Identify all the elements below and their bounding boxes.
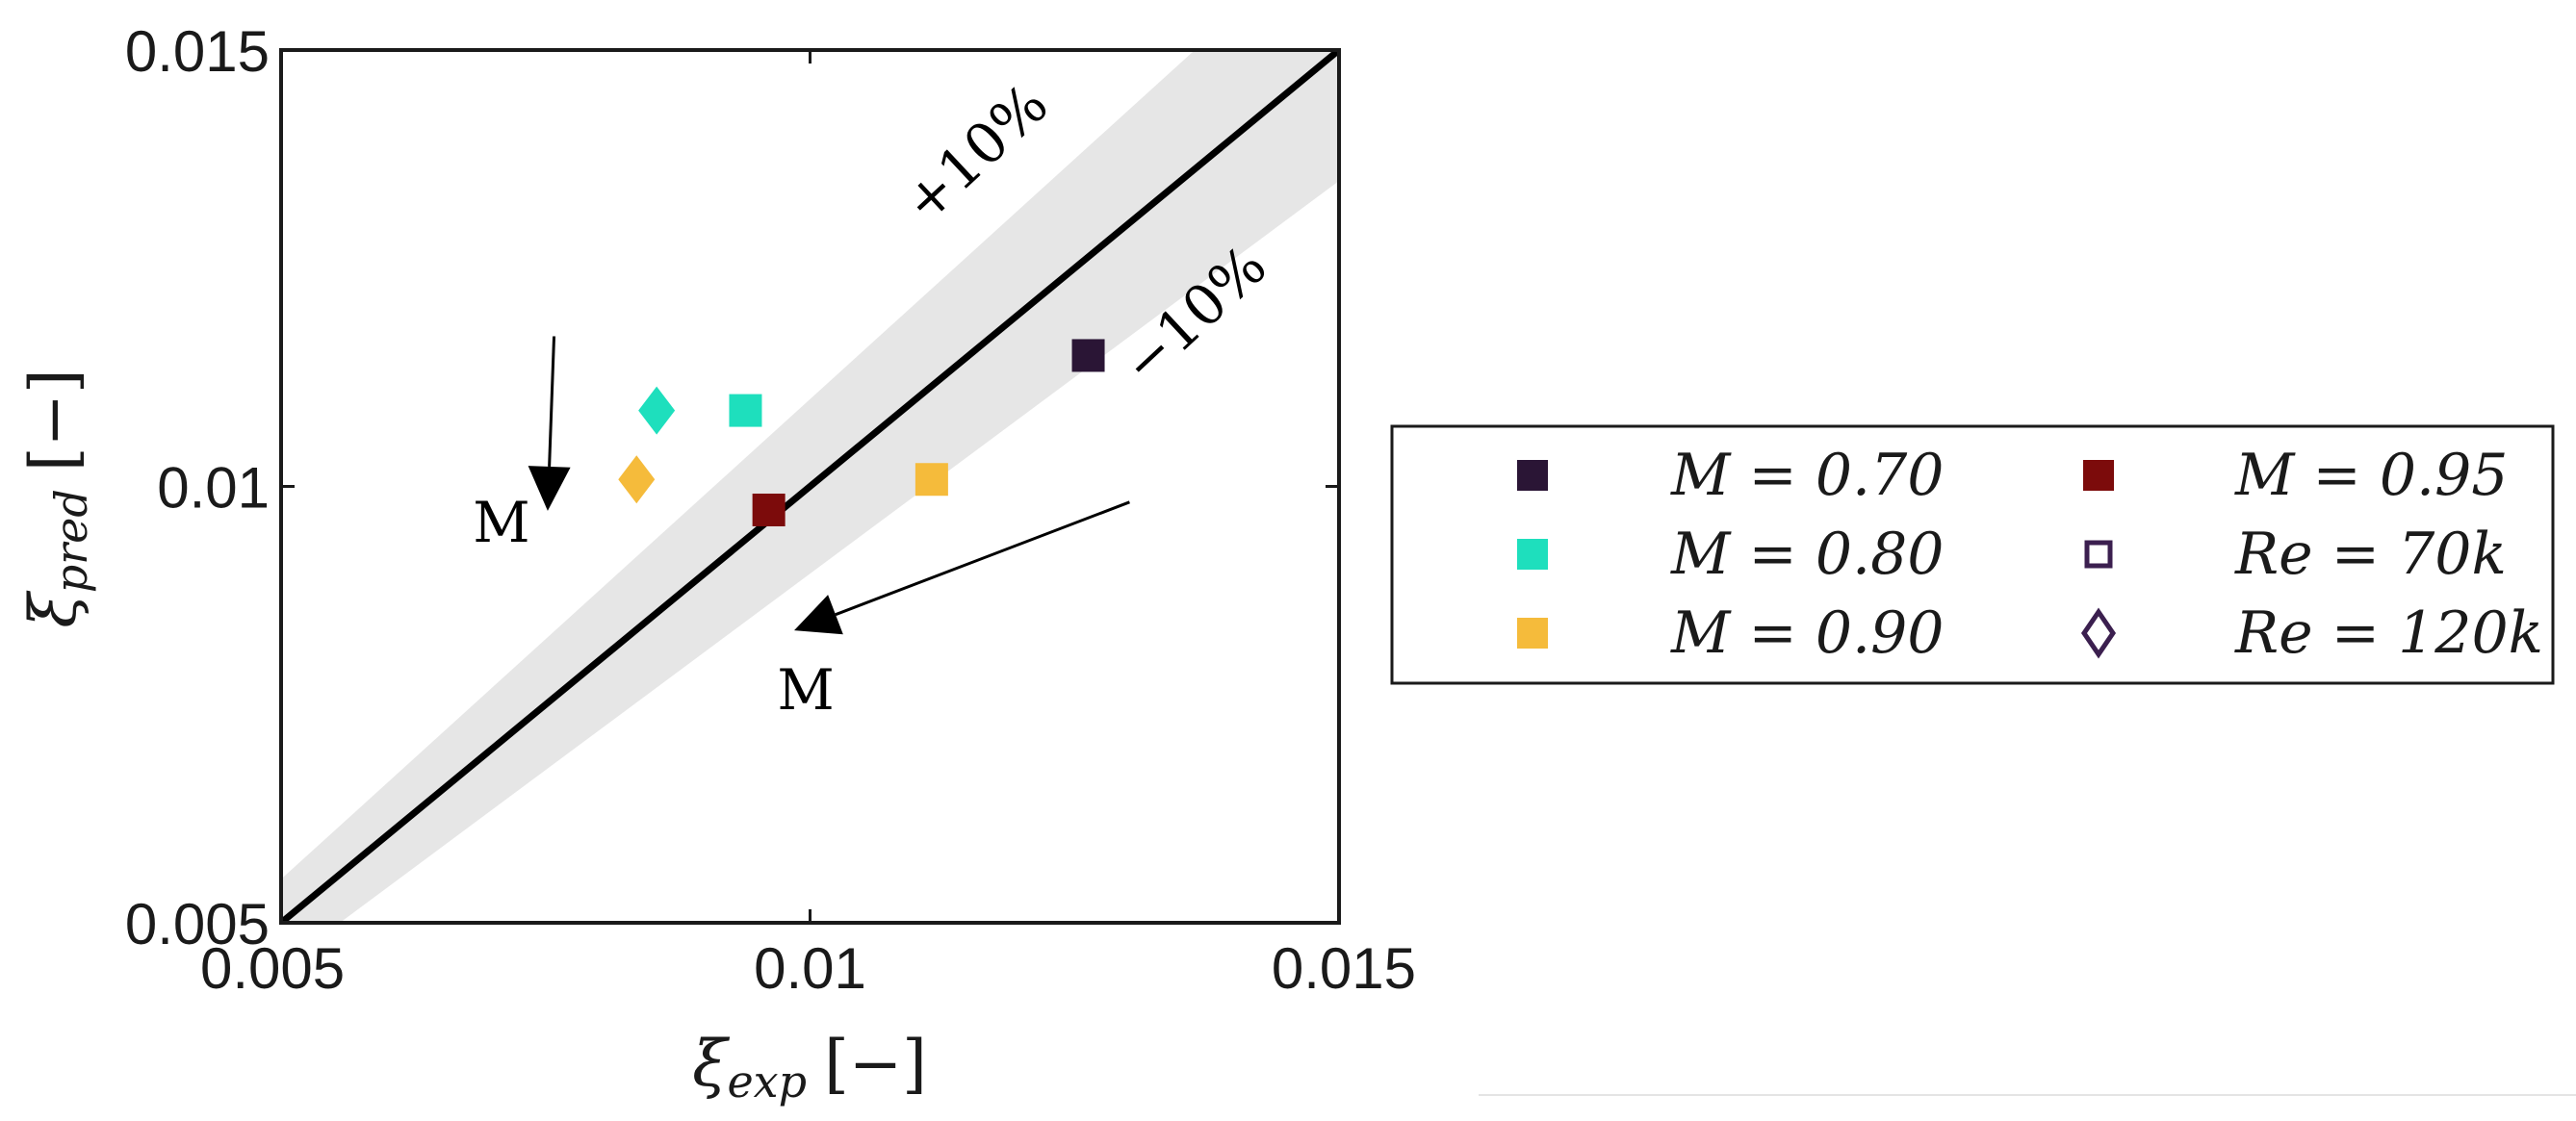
plot-layer bbox=[281, 50, 1339, 923]
trend-arrow-shaft bbox=[548, 336, 556, 467]
x-tick-label: 0.01 bbox=[754, 936, 866, 1001]
legend-box bbox=[1390, 424, 2555, 685]
trend-arrows: MM bbox=[473, 336, 1130, 723]
data-points bbox=[618, 339, 1105, 526]
legend-marker bbox=[2080, 607, 2117, 659]
x-tick-label: 0.015 bbox=[1272, 936, 1416, 1001]
y-tick-label: 0.005 bbox=[125, 892, 270, 956]
trend-arrow-head bbox=[794, 595, 843, 635]
point-square bbox=[752, 493, 786, 526]
legend-label: M = 0.70 bbox=[1670, 442, 1944, 509]
trend-arrow-head bbox=[528, 466, 571, 511]
x-axis-label: ξexp [−] bbox=[692, 1027, 927, 1108]
x-tick-label: 0.005 bbox=[200, 936, 345, 1001]
trend-arrow-label: M bbox=[473, 490, 529, 555]
legend-label: M = 0.80 bbox=[1670, 521, 1944, 588]
legend-marker bbox=[1517, 618, 1548, 649]
legend-label: Re = 70k bbox=[2234, 521, 2507, 588]
point-square bbox=[1071, 339, 1105, 372]
y-tick-label: 0.01 bbox=[157, 456, 270, 521]
legend-marker bbox=[2084, 540, 2113, 569]
legend-label: M = 0.95 bbox=[2234, 442, 2508, 509]
legend-marker bbox=[1517, 539, 1548, 570]
trend-arrow-label: M bbox=[777, 657, 834, 723]
y-axis-label: ξpred[−] bbox=[16, 369, 97, 627]
axis-ticks: 0.005 0.01 0.015 0.005 0.01 0.015 bbox=[125, 19, 1416, 1001]
legend: M = 0.70 M = 0.95 M = 0.80 Re = 70k M = 0.90… bbox=[1390, 424, 2555, 685]
legend-label: M = 0.90 bbox=[1670, 599, 1944, 667]
trend-arrow-shaft bbox=[835, 500, 1130, 617]
y-tick-label: 0.015 bbox=[125, 19, 270, 84]
point-square bbox=[914, 463, 948, 497]
point-diamond bbox=[638, 386, 676, 435]
legend-entries: M = 0.70 M = 0.95 M = 0.80 Re = 70k M = 0.90… bbox=[1517, 442, 2543, 667]
legend-marker bbox=[2083, 460, 2114, 491]
point-diamond bbox=[618, 455, 656, 504]
point-square bbox=[729, 394, 762, 427]
parity-line bbox=[281, 50, 1339, 923]
legend-marker bbox=[1517, 460, 1548, 491]
legend-label: Re = 120k bbox=[2234, 599, 2543, 667]
